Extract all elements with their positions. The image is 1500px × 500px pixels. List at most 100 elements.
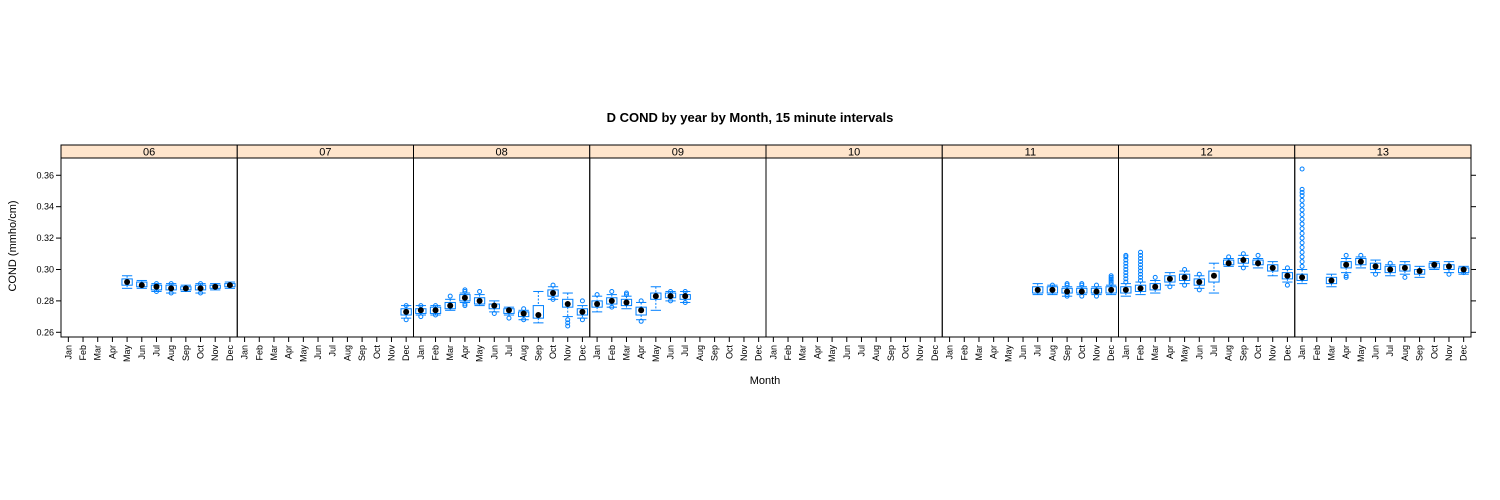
outlier-point: [550, 282, 556, 288]
x-tick-label: Jun: [313, 345, 323, 360]
outlier-point: [1299, 186, 1305, 192]
median-dot: [447, 302, 454, 309]
box-08-Nov: [562, 292, 574, 329]
x-tick-label: Jun: [1194, 345, 1204, 360]
median-dot: [505, 307, 512, 314]
outlier-point: [1138, 255, 1144, 261]
outlier-point: [1182, 282, 1188, 288]
x-tick-label: Jan: [416, 345, 426, 360]
outlier-point: [1123, 270, 1129, 276]
box-iqr: [1281, 272, 1294, 280]
x-tick-label: Jun: [1371, 345, 1381, 360]
box-12-May: [1178, 266, 1191, 288]
median-dot: [520, 310, 527, 317]
outlier-point: [1299, 230, 1305, 236]
median-dot: [667, 293, 674, 300]
median-dot: [564, 301, 571, 308]
y-tick-label: 0.30: [36, 264, 54, 274]
outlier-point: [1299, 249, 1305, 255]
panel-08: 08 Jan Feb Mar Apr May Jun Jul Aug Sep Oct Nov Dec: [413, 144, 591, 363]
outlier-point: [1108, 277, 1114, 283]
outlier-point: [1079, 281, 1085, 287]
box-13-Jul: [1384, 260, 1396, 277]
outlier-point: [1299, 193, 1305, 199]
box-13-Oct: [1428, 261, 1440, 270]
outlier-point: [1108, 276, 1114, 282]
x-tick-label: Apr: [460, 345, 470, 359]
x-tick-label: Apr: [107, 345, 117, 359]
median-dot: [608, 297, 615, 304]
x-tick-label: Sep: [1062, 345, 1072, 361]
outlier-point: [1108, 279, 1114, 285]
panel-11: 11 Jan Feb Mar Apr May Jun Jul Aug Sep Oct Nov Dec: [941, 144, 1119, 363]
outlier-point: [1299, 263, 1305, 269]
x-tick-label: May: [475, 345, 485, 363]
outlier-point: [462, 288, 468, 294]
median-dot: [1416, 268, 1423, 275]
box-iqr: [1134, 284, 1147, 292]
box-06-Nov: [209, 283, 221, 291]
outlier-point: [1152, 274, 1158, 280]
outlier-point: [1387, 260, 1393, 266]
median-dot: [417, 307, 424, 314]
outlier-point: [1064, 282, 1070, 288]
box-13-Nov: [1443, 261, 1455, 277]
x-tick-label: Apr: [636, 345, 646, 359]
box-11-Dec: [1105, 273, 1117, 296]
x-tick-label: Feb: [431, 345, 441, 361]
median-dot: [1431, 261, 1438, 268]
x-tick-label: Jun: [489, 345, 499, 360]
x-tick-label: Jul: [1385, 345, 1395, 357]
outlier-point: [1064, 281, 1070, 287]
outlier-point: [1123, 276, 1129, 282]
panel-frame: [1118, 157, 1296, 338]
x-tick-label: Dec: [754, 345, 764, 362]
median-dot: [535, 312, 542, 319]
median-dot: [403, 308, 410, 315]
x-tick-label: Mar: [798, 345, 808, 361]
outlier-point: [1343, 273, 1349, 279]
outlier-point: [447, 293, 453, 299]
median-dot: [1372, 263, 1379, 270]
box-06-May: [121, 275, 133, 289]
x-tick-label: Oct: [724, 345, 734, 360]
panel-10: 10 Jan Feb Mar Apr May Jun Jul Aug Sep Oct Nov Dec: [765, 144, 943, 362]
panel-06: 06 Jan Feb Mar Apr May Jun Jul Aug Sep Oct Nov Dec: [60, 144, 238, 362]
outlier-point: [1402, 274, 1408, 280]
outlier-point: [565, 323, 571, 329]
panel-strip-label: 09: [672, 147, 684, 159]
outlier-point: [521, 317, 527, 323]
x-tick-label: Mar: [269, 345, 279, 361]
box-iqr: [1164, 275, 1176, 283]
panel-07: 07 Jan Feb Mar Apr May Jun Jul Aug Sep Oct Nov Dec: [236, 144, 414, 362]
box-iqr: [591, 300, 603, 308]
box-12-Dec: [1281, 265, 1294, 288]
panel-strip-label: 06: [143, 147, 155, 159]
box-09-Jun: [664, 288, 677, 304]
outlier-point: [609, 288, 615, 294]
box-iqr: [1193, 278, 1205, 286]
box-12-Jun: [1193, 271, 1205, 293]
box-12-Aug: [1223, 254, 1235, 267]
x-tick-label: Oct: [1429, 345, 1439, 360]
x-tick-label: Apr: [989, 345, 999, 359]
outlier-point: [1123, 273, 1129, 279]
x-tick-label: May: [1003, 345, 1013, 363]
box-iqr: [1384, 265, 1396, 274]
box-iqr: [1120, 286, 1132, 294]
box-08-Jun: [488, 300, 500, 316]
median-dot: [1093, 288, 1100, 295]
median-dot: [1255, 260, 1262, 267]
box-iqr: [1399, 264, 1411, 272]
chart-title: D COND by year by Month, 15 minute inter…: [607, 110, 894, 125]
x-tick-label: Dec: [401, 345, 411, 362]
outlier-point: [1123, 257, 1129, 263]
box-11-Sep: [1061, 281, 1073, 299]
outlier-point: [1123, 252, 1129, 258]
median-dot: [432, 307, 439, 314]
outlier-point: [491, 310, 497, 316]
panel-frame: [60, 157, 238, 338]
box-09-Apr: [635, 298, 647, 324]
box-08-Sep: [532, 290, 544, 324]
x-tick-label: Mar: [1326, 345, 1336, 361]
